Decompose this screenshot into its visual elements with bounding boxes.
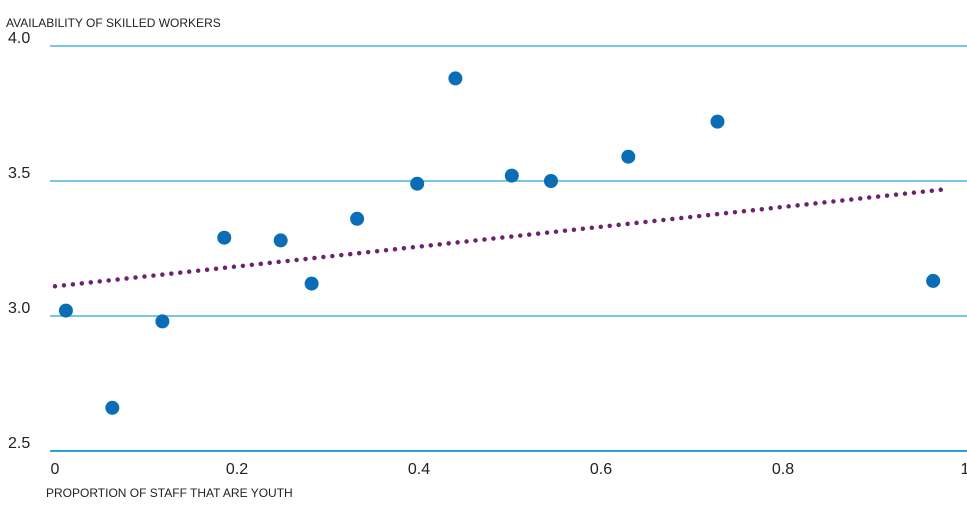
data-point [105, 400, 120, 415]
data-point [58, 303, 73, 318]
data-point [350, 211, 365, 226]
x-tick-label: 0.6 [590, 461, 612, 478]
trendline [52, 186, 950, 289]
x-tick-label: 0.2 [226, 461, 248, 478]
data-point [273, 233, 288, 248]
y-axis-ticks: 2.5 3.0 3.5 4.0 [8, 30, 30, 452]
y-tick-label: 4.0 [8, 30, 30, 47]
x-tick-label: 1 [961, 461, 967, 478]
y-tick-label: 3.5 [8, 165, 30, 182]
grid-lines [50, 45, 967, 452]
data-point [448, 71, 463, 86]
data-point [621, 149, 636, 164]
data-point [504, 168, 519, 183]
data-point [543, 174, 558, 188]
data-point [926, 273, 941, 288]
data-point [410, 176, 425, 191]
y-axis-title: AVAILABILITY OF SKILLED WORKERS [6, 16, 221, 30]
data-point [217, 230, 232, 245]
x-tick-label: 0 [51, 461, 60, 478]
data-point [710, 114, 725, 129]
y-tick-label: 3.0 [8, 300, 30, 317]
y-tick-label: 2.5 [8, 435, 30, 452]
x-axis-title: PROPORTION OF STAFF THAT ARE YOUTH [46, 486, 293, 500]
x-axis-ticks: 0 0.2 0.4 0.6 0.8 1 [51, 461, 967, 478]
data-point [155, 314, 170, 329]
data-points [58, 71, 941, 415]
trendline-group [52, 186, 950, 289]
data-point [304, 276, 319, 291]
x-tick-label: 0.8 [772, 461, 794, 478]
x-tick-label: 0.4 [408, 461, 430, 478]
